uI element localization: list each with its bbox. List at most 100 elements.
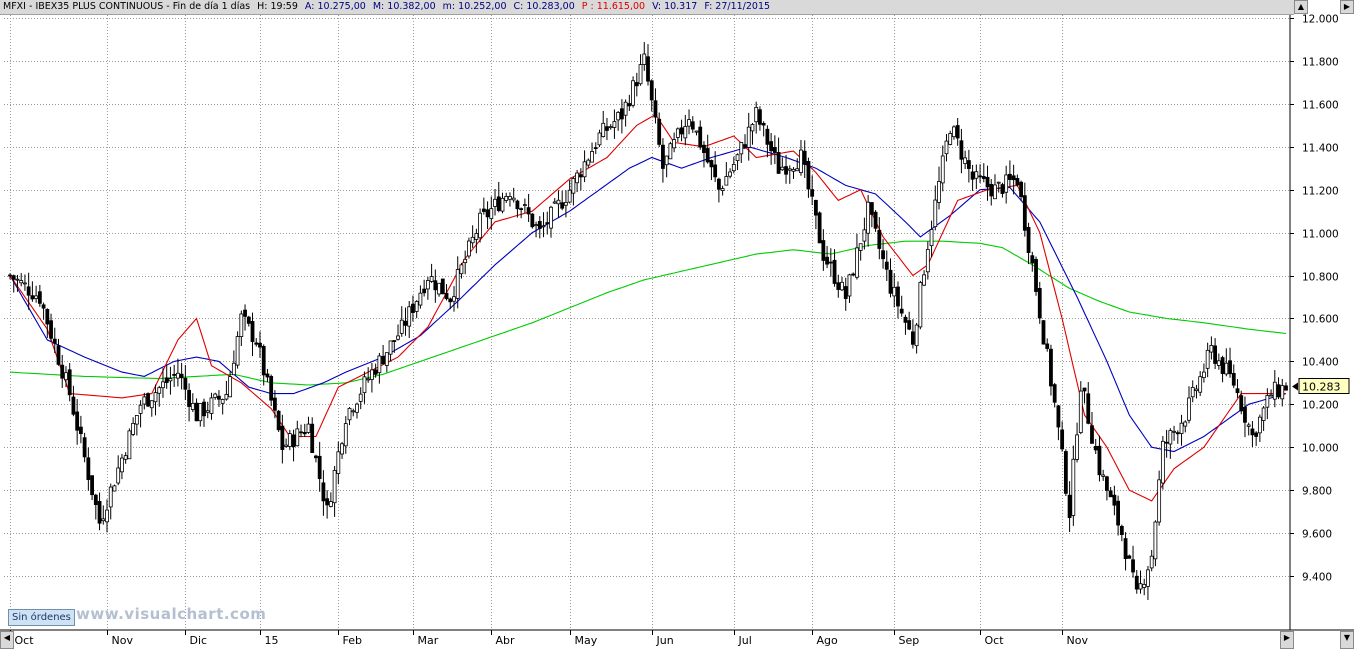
candle-body (627, 103, 632, 107)
candle-body (56, 345, 61, 365)
candle-body (239, 313, 244, 337)
candle-body (661, 144, 665, 169)
candle-body (295, 428, 300, 447)
candle-body (1142, 583, 1147, 588)
candle-body (1041, 320, 1046, 345)
candle-body (97, 500, 102, 524)
candle-body (1090, 425, 1094, 444)
scroll-right-top-button[interactable]: ▶ (1340, 0, 1354, 14)
x-tick-label: Dic (190, 634, 208, 647)
candle-body (765, 128, 770, 145)
candle-body (1205, 349, 1210, 369)
candle-body (422, 288, 427, 294)
x-tick-label: Jun (656, 634, 674, 647)
candle-body (1078, 390, 1083, 433)
candle-body (1067, 494, 1072, 518)
candle-body (653, 100, 658, 118)
candle-body (1134, 575, 1139, 590)
candle-body (78, 426, 83, 435)
candle-body (903, 316, 908, 323)
candle-body (485, 209, 490, 218)
candle-body (1116, 500, 1121, 526)
candle-body (847, 274, 852, 297)
candle-body (90, 475, 94, 496)
candle-body (776, 152, 781, 174)
candle-body (1019, 181, 1023, 198)
x-tick-label: Nov (112, 634, 134, 647)
chart-header: MFXI - IBEX35 PLUS CONTINUOUS - Fin de d… (0, 0, 1294, 15)
candle-body (530, 213, 535, 228)
candle-body (11, 275, 16, 280)
candle-body (1004, 174, 1009, 193)
candle-body (1097, 445, 1102, 476)
header-high: M: 10.382,00 (372, 1, 436, 12)
scroll-up-button[interactable]: ▲ (1294, 0, 1308, 14)
candle-body (1272, 381, 1277, 400)
candle-body (67, 369, 72, 396)
candle-body (896, 286, 900, 307)
candle-body (993, 184, 997, 200)
candle-body (675, 128, 680, 138)
candle-body (1228, 360, 1232, 375)
candle-body (1138, 583, 1143, 590)
candle-body (138, 404, 143, 414)
candle-body (519, 208, 524, 211)
candle-body (858, 243, 863, 251)
candle-body (541, 225, 546, 228)
scroll-down-button[interactable]: ▼ (1340, 631, 1354, 649)
candle-body (116, 467, 121, 484)
candle-body (933, 199, 938, 228)
candle-body (1123, 538, 1128, 559)
candle-body (131, 422, 136, 435)
candle-body (265, 373, 270, 378)
candle-body (276, 410, 281, 431)
candle-body (1194, 388, 1199, 392)
candle-body (575, 172, 580, 184)
candle-body (825, 256, 829, 265)
candle-body (705, 148, 710, 163)
candle-body (455, 269, 460, 299)
candle-body (687, 119, 691, 127)
candle-body (172, 373, 177, 376)
scroll-left-button[interactable]: ◀ (0, 631, 14, 649)
candle-body (355, 403, 359, 413)
candle-body (1022, 195, 1027, 231)
candle-body (1202, 371, 1206, 379)
candle-body (966, 160, 971, 169)
candle-body (537, 221, 542, 229)
axes: 12.000 11.800 11.600 11.400 11.200 11.000 10.8… (0, 14, 1354, 647)
candle-body (616, 112, 621, 121)
candle-body (881, 250, 885, 260)
candle-body (526, 207, 531, 215)
candle-body (612, 121, 617, 128)
candle-body (123, 455, 128, 460)
candle-body (649, 80, 654, 101)
orders-button[interactable]: Sin órdenes (8, 609, 75, 626)
y-tick-label: 9.800 (1302, 486, 1332, 498)
candle-body (914, 324, 919, 347)
candle-body (922, 274, 926, 286)
candle-body (254, 342, 259, 345)
scroll-right-button[interactable]: ▶ (1280, 631, 1294, 649)
header-symbol: MFXI - IBEX35 PLUS CONTINUOUS - Fin de d… (3, 1, 251, 12)
candle-body (791, 168, 796, 172)
candle-body (332, 470, 337, 504)
candle-body (963, 157, 968, 164)
candle-body (1075, 434, 1079, 460)
candle-body (1164, 441, 1169, 444)
candle-body (683, 126, 688, 139)
candle-body (1220, 357, 1225, 374)
candle-body (911, 331, 915, 345)
candle-body (284, 444, 288, 447)
y-tick-label: 10.000 (1302, 443, 1339, 455)
candle-body (179, 373, 184, 379)
candle-body (1063, 451, 1068, 494)
candle-body (1276, 384, 1281, 398)
candle-body (1108, 490, 1113, 498)
candle-body (314, 455, 318, 459)
candle-body (784, 166, 788, 175)
candle-body (496, 196, 501, 211)
candle-body (1254, 432, 1259, 437)
candle-body (23, 282, 27, 285)
